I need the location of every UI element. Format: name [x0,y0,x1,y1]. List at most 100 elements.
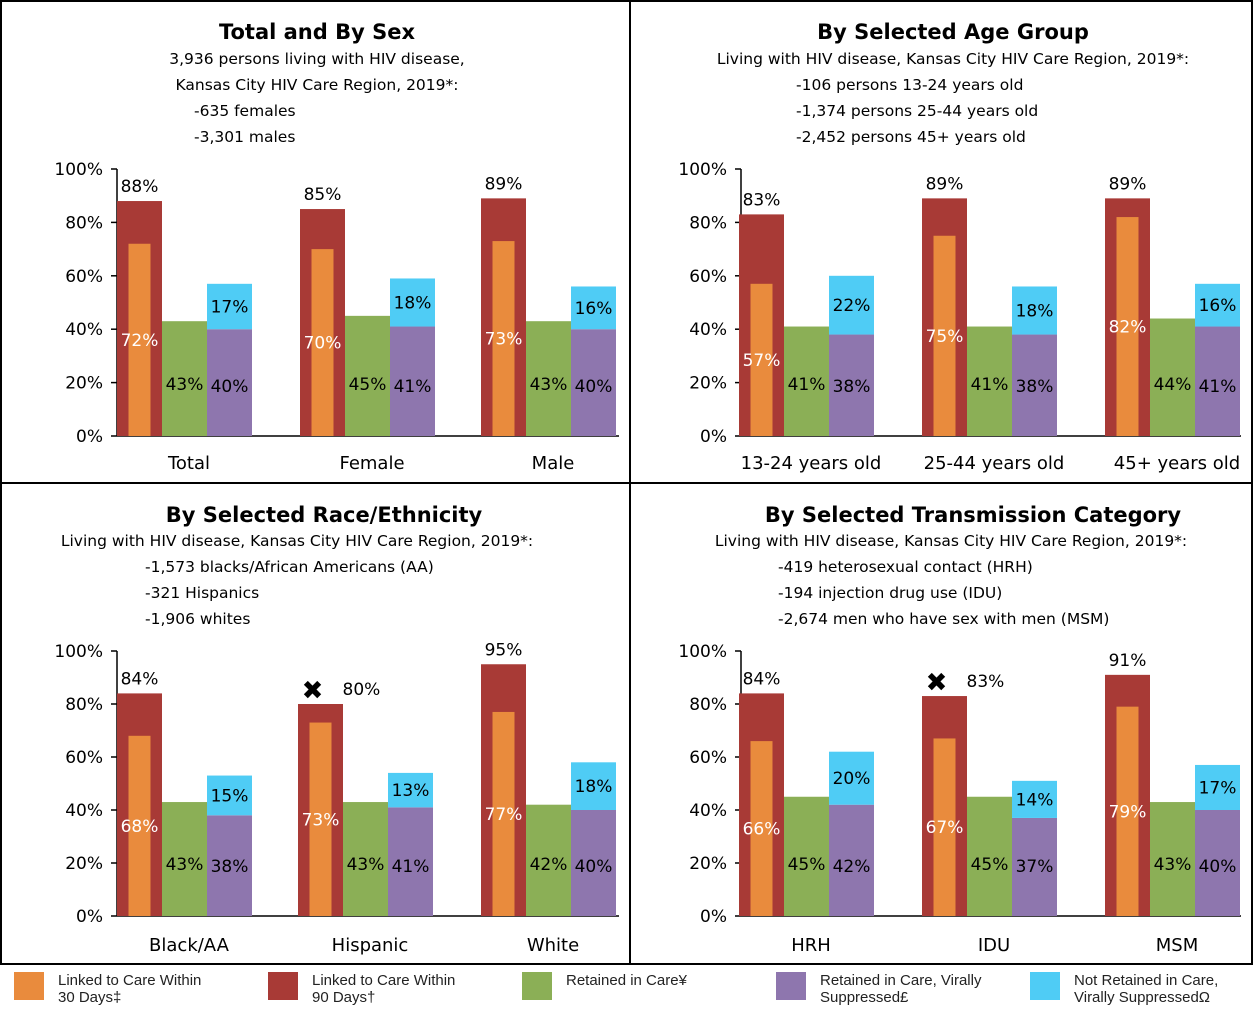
label-linked-30-days: 72% [121,331,159,351]
bar-virally-suppressed [207,815,252,916]
bar-linked-30-days [309,722,332,916]
label-virally-suppressed: 40% [575,857,613,877]
chart-title: Total and By Sex [219,20,416,44]
y-tick-label: 0% [76,907,103,927]
chart-subtitle-line: Living with HIV disease, Kansas City HIV… [717,50,1189,68]
label-retained: 42% [530,855,568,875]
chart-subtitle-line: -194 injection drug use (IDU) [778,584,1002,602]
chart-subtitle-line: -3,301 males [194,128,295,146]
label-linked-30-days: 75% [926,327,964,347]
label-not-retained-suppressed: 17% [211,298,249,318]
label-not-retained-suppressed: 15% [211,786,249,806]
label-not-retained-suppressed: 16% [1199,296,1237,316]
label-linked-30-days: 66% [743,820,781,840]
label-linked-30-days: 67% [926,818,964,838]
bar-not-retained-suppressed [1195,283,1240,327]
bar-linked-30-days [311,249,334,436]
bar-retained [526,321,571,436]
label-retained: 43% [1154,855,1192,875]
legend-item-linked30: Linked to Care Within 30 Days‡ [14,972,201,1006]
bar-not-retained-suppressed [207,775,252,816]
bar-retained [784,326,829,436]
panel-age-group: By Selected Age Group Living with HIV dis… [629,0,1253,484]
bar-retained [784,796,829,916]
bar-retained [967,326,1012,436]
label-retained: 43% [347,855,385,875]
label-not-retained-suppressed: 22% [833,296,871,316]
category-label: Hispanic [332,935,409,956]
label-retained: 45% [788,855,826,875]
label-linked-90-days: 95% [485,640,523,660]
chart-title: By Selected Age Group [817,20,1089,44]
bar-linked-30-days [1116,217,1139,436]
flag-marker: ✖ [302,676,324,706]
bar-linked-30-days [933,235,956,436]
label-linked-30-days: 73% [302,810,340,830]
legend-swatch [268,972,298,1000]
label-linked-90-days: 84% [743,669,781,689]
chart-title: By Selected Transmission Category [765,503,1182,527]
label-virally-suppressed: 41% [392,857,430,877]
chart-grid: Total and By Sex 3,936 persons living wit… [0,0,1253,965]
label-virally-suppressed: 40% [575,377,613,397]
chart-subtitle-line: 3,936 persons living with HIV disease, [169,50,464,68]
bar-retained [345,315,390,436]
chart-subtitle-line: -321 Hispanics [145,584,259,602]
legend-label: Not Retained in Care, Virally SuppressedΩ [1074,972,1219,1006]
label-linked-90-days: 89% [926,174,964,194]
label-linked-90-days: 80% [343,680,381,700]
y-tick-label: 100% [678,642,727,662]
legend-swatch [14,972,44,1000]
bar-retained [967,796,1012,916]
label-virally-suppressed: 41% [1199,377,1237,397]
bar-linked-30-days [128,735,151,916]
label-linked-30-days: 82% [1109,318,1147,338]
label-retained: 43% [530,375,568,395]
bar-retained [162,802,207,916]
label-virally-suppressed: 42% [833,857,871,877]
chart-subtitle-line: -1,374 persons 25-44 years old [796,102,1038,120]
category-label: Male [532,453,575,474]
y-tick-label: 60% [65,748,103,768]
bar-retained [162,321,207,436]
legend-item-retained: Retained in Care¥ [522,972,687,1000]
bar-linked-30-days [1116,706,1139,916]
y-tick-label: 100% [54,642,103,662]
label-retained: 45% [971,855,1009,875]
y-tick-label: 0% [700,427,727,447]
label-linked-90-days: 83% [743,190,781,210]
label-retained: 44% [1154,375,1192,395]
legend-label: Linked to Care Within 90 Days† [312,972,456,1006]
chart-svg: By Selected Age Group Living with HIV dis… [678,20,1241,474]
bar-retained [1150,318,1195,436]
bar-not-retained-suppressed [1012,286,1057,335]
y-tick-label: 100% [54,160,103,180]
y-tick-label: 40% [65,320,103,340]
label-linked-30-days: 68% [121,817,159,837]
bar-not-retained-suppressed [829,275,874,335]
label-retained: 43% [166,375,204,395]
label-linked-90-days: 83% [967,672,1005,692]
label-not-retained-suppressed: 18% [1016,302,1054,322]
chart-subtitle-line: -1,906 whites [145,610,250,628]
label-retained: 43% [166,855,204,875]
label-linked-90-days: 89% [485,174,523,194]
bar-not-retained-suppressed [1195,764,1240,810]
label-linked-30-days: 73% [485,330,523,350]
legend-item-suppressed: Retained in Care, Virally Suppressed£ [776,972,981,1006]
bar-virally-suppressed [1012,334,1057,436]
bar-not-retained-suppressed [390,278,435,327]
y-tick-label: 20% [689,854,727,874]
chart-svg: Total and By Sex 3,936 persons living wit… [54,20,619,474]
category-label: 13-24 years old [741,453,882,474]
label-linked-30-days: 79% [1109,802,1147,822]
label-virally-suppressed: 37% [1016,857,1054,877]
bar-not-retained-suppressed [571,762,616,810]
y-tick-label: 80% [689,695,727,715]
category-label: MSM [1156,935,1199,956]
bar-not-retained-suppressed [207,283,252,330]
bar-virally-suppressed [207,329,252,436]
label-linked-90-days: 88% [121,177,159,197]
y-tick-label: 80% [65,213,103,233]
category-label: Total [167,453,210,474]
